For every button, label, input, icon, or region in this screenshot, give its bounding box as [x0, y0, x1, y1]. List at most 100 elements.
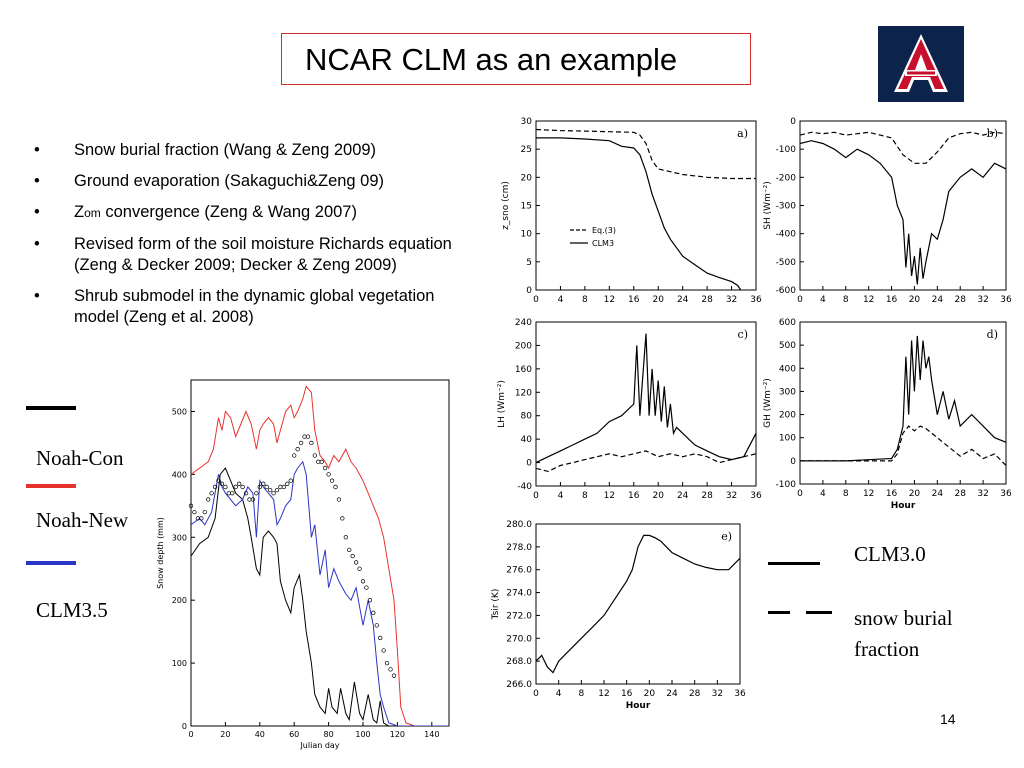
bullet-dot: • [34, 172, 40, 190]
x-axis-label: Julian day [299, 741, 339, 750]
series-line [800, 131, 1006, 164]
y-tick-label: 100 [779, 434, 796, 444]
series-line [536, 333, 756, 464]
x-axis-label: Hour [626, 701, 651, 711]
scatter-point [292, 453, 297, 458]
y-axis-label: GH (Wm⁻²) [763, 378, 773, 428]
legend-line-clm30 [768, 562, 820, 565]
scatter-point [367, 598, 373, 603]
x-tick-label: 24 [677, 491, 689, 501]
panel-label: b) [987, 127, 998, 140]
series-line [536, 137, 742, 290]
legend-label-clm30: CLM3.0 [854, 542, 926, 566]
y-tick-label: 400 [172, 470, 187, 479]
bullet-text: Revised form of the soil moisture Richar… [74, 235, 452, 274]
series-line [191, 460, 449, 726]
x-tick-label: 8 [843, 489, 849, 499]
y-tick-label: -300 [776, 202, 797, 212]
legend-dash-1 [768, 611, 790, 614]
y-tick-label: 80 [521, 412, 533, 422]
y-tick-label: 200 [515, 341, 532, 351]
y-tick-label: 0 [790, 117, 796, 127]
y-tick-label: 270.0 [506, 634, 532, 644]
x-tick-label: 24 [677, 295, 689, 305]
y-tick-label: 40 [521, 435, 533, 445]
bullet-item: • Revised form of the soil moisture Richa… [30, 234, 460, 276]
scatter-point [261, 481, 266, 486]
panel-c-chart: 0 4 8 12 16 20 24 28 32 36-4004080120160200240LH … [497, 318, 762, 501]
scatter-point [212, 484, 218, 490]
panel-label: e) [721, 530, 732, 543]
series-line [536, 128, 756, 180]
scatter-point [391, 673, 397, 678]
x-tick-label: 28 [701, 491, 713, 501]
x-tick-label: 12 [863, 489, 874, 499]
x-tick-label: 0 [797, 489, 803, 499]
scatter-point [364, 585, 369, 590]
x-tick-label: 12 [604, 491, 615, 501]
scatter-point [326, 472, 331, 477]
bullet-dot: • [34, 141, 40, 159]
x-tick-label: 32 [977, 489, 988, 499]
x-tick-label: 24 [932, 295, 944, 305]
y-axis-label: SH (Wm⁻²) [763, 181, 773, 229]
scatter-point [323, 465, 328, 471]
scatter-point [209, 491, 214, 496]
x-tick-label: 8 [582, 295, 588, 305]
y-tick-label: 0 [790, 457, 796, 467]
y-tick-label: 200 [172, 596, 187, 605]
scatter-point [240, 484, 245, 490]
x-tick-label: 40 [255, 730, 265, 739]
x-tick-label: 80 [324, 730, 334, 739]
x-tick-label: 12 [863, 295, 874, 305]
x-tick-label: 4 [820, 489, 826, 499]
y-tick-label: 0 [526, 459, 532, 469]
y-tick-label: 160 [515, 365, 532, 375]
slide-title: NCAR CLM as an example [305, 42, 678, 77]
scatter-point [216, 478, 221, 483]
x-tick-label: 36 [734, 689, 746, 699]
scatter-point [223, 484, 228, 490]
scatter-point [281, 484, 287, 490]
x-tick-label: 32 [977, 295, 988, 305]
x-tick-label: 16 [628, 295, 640, 305]
x-tick-label: 36 [1000, 295, 1012, 305]
x-tick-label: 20 [909, 295, 921, 305]
y-tick-label: -100 [776, 480, 797, 490]
scatter-point [374, 623, 379, 628]
y-tick-label: -600 [776, 286, 797, 296]
panel-label: a) [737, 127, 748, 140]
y-tick-label: 600 [779, 318, 796, 328]
bullet-item: • Zom convergence (Zeng & Wang 2007) [30, 202, 460, 224]
panel-d-chart: 0 4 8 12 16 20 24 28 32 36-1000100200300400500600… [763, 318, 1012, 511]
scatter-point [298, 440, 304, 446]
x-tick-label: 4 [556, 689, 562, 699]
scatter-point [267, 487, 273, 493]
y-tick-label: 0 [526, 286, 532, 296]
scatter-point [319, 459, 324, 464]
bullet-list: • Snow burial fraction (Wang & Zeng 2009)… [30, 140, 460, 338]
panel-e-chart: 0 4 8 12 16 20 24 28 32 36 266.0 268.0 270.0 272.0 274… [491, 520, 746, 711]
scatter-point [360, 579, 366, 584]
panel-b-chart: 0 4 8 12 16 20 24 28 32 36 0 -100 -200 -300 -400 -500 -6… [763, 117, 1012, 305]
bullet-dot: • [34, 203, 40, 221]
x-tick-label: 8 [843, 295, 849, 305]
y-tick-label: 274.0 [506, 589, 532, 599]
scatter-point [357, 566, 362, 571]
panel-label: c) [738, 328, 748, 341]
legend-dash-2 [806, 611, 832, 614]
y-tick-label: 400 [779, 364, 796, 374]
scatter-point [340, 516, 345, 521]
y-tick-label: 276.0 [506, 566, 532, 576]
y-tick-label: 272.0 [506, 611, 532, 621]
y-axis-label: Snow depth (mm) [156, 517, 165, 589]
scatter-point [202, 509, 207, 515]
y-tick-label: 30 [521, 117, 533, 127]
x-tick-label: 20 [652, 491, 664, 501]
x-tick-label: 36 [750, 491, 762, 501]
scatter-point [384, 660, 390, 666]
x-tick-label: 8 [578, 689, 584, 699]
y-tick-label: 120 [515, 388, 532, 398]
x-tick-label: 20 [909, 489, 921, 499]
bullet-item: • Shrub submodel in the dynamic global ve… [30, 286, 460, 328]
